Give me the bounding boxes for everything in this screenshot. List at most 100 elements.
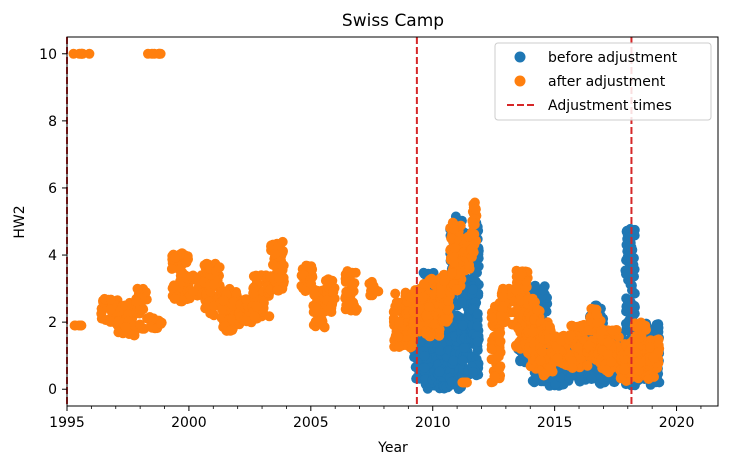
data-point	[393, 331, 404, 342]
data-point	[208, 279, 219, 290]
data-point	[451, 284, 462, 295]
data-point	[555, 372, 566, 383]
data-point	[472, 308, 483, 319]
data-point	[448, 355, 459, 366]
legend-box	[494, 42, 712, 121]
data-point	[156, 318, 166, 329]
data-point	[134, 319, 145, 330]
axes-frame	[66, 36, 719, 407]
data-point	[132, 283, 143, 294]
data-point	[601, 365, 612, 376]
y-tick-label: 8	[48, 114, 57, 130]
data-point	[225, 325, 236, 336]
data-point	[420, 374, 431, 385]
data-point	[634, 320, 645, 331]
data-point	[625, 231, 636, 242]
data-point	[495, 336, 506, 347]
data-point	[373, 286, 384, 297]
data-point	[459, 343, 470, 353]
data-point	[218, 295, 229, 306]
data-point	[258, 297, 269, 308]
data-point	[350, 267, 361, 278]
x-tick-label: 2005	[293, 415, 329, 431]
x-tick-label: 2000	[171, 415, 207, 431]
x-tick-label: 2015	[537, 415, 573, 431]
data-point	[490, 371, 501, 382]
data-point	[188, 286, 199, 297]
data-point	[459, 377, 470, 388]
data-point	[467, 243, 478, 254]
x-tick-label: 1995	[49, 415, 85, 431]
data-point	[653, 323, 664, 333]
y-tick-label: 2	[48, 315, 57, 331]
data-point	[418, 292, 429, 303]
data-point	[621, 318, 631, 329]
data-point	[449, 257, 460, 268]
data-point	[217, 304, 227, 315]
data-point	[410, 362, 421, 373]
data-point	[120, 322, 131, 333]
legend: before adjustment after adjustment Adjustm…	[494, 42, 712, 121]
data-point	[591, 309, 602, 320]
data-point	[495, 327, 506, 338]
data-point	[468, 367, 478, 378]
data-point	[272, 285, 283, 296]
data-point	[174, 264, 185, 275]
x-axis-label: Year	[377, 440, 408, 456]
data-point	[583, 340, 594, 351]
data-point	[582, 360, 593, 371]
data-point	[498, 291, 509, 302]
data-point	[626, 299, 637, 310]
data-point	[469, 229, 480, 240]
data-point	[340, 277, 351, 287]
data-point	[434, 366, 445, 377]
data-point	[310, 302, 321, 313]
data-point	[105, 304, 116, 315]
legend-label: Adjustment times	[548, 98, 672, 114]
data-point	[619, 364, 630, 375]
data-point	[443, 296, 454, 306]
data-point	[326, 303, 337, 314]
data-point	[251, 270, 262, 281]
data-point	[419, 350, 430, 361]
data-point	[131, 296, 142, 307]
data-point	[421, 310, 432, 321]
data-point	[545, 322, 555, 332]
data-point	[621, 269, 631, 280]
data-point	[166, 263, 177, 274]
data-point	[457, 320, 468, 331]
y-tick-label: 0	[48, 382, 57, 398]
x-tick-label: 2020	[659, 415, 695, 431]
data-point	[424, 331, 435, 342]
data-point	[494, 363, 505, 374]
data-point	[567, 321, 578, 332]
data-point	[633, 365, 644, 376]
x-tick-label: 2010	[415, 415, 451, 431]
data-point	[486, 344, 497, 355]
data-point	[535, 355, 546, 366]
data-point	[249, 311, 260, 322]
y-tick-label: 10	[39, 47, 57, 63]
data-point	[320, 275, 331, 286]
data-point	[435, 288, 446, 299]
data-point	[144, 313, 155, 324]
data-point	[390, 288, 401, 299]
data-points	[68, 48, 665, 395]
y-tick-label: 4	[48, 248, 57, 264]
data-point	[448, 218, 459, 229]
data-point	[241, 315, 252, 326]
data-point	[278, 260, 289, 271]
data-point	[424, 301, 435, 312]
data-point	[446, 233, 457, 244]
data-point	[457, 355, 468, 366]
data-point	[565, 330, 576, 341]
data-point	[419, 362, 430, 373]
data-point	[342, 288, 352, 298]
data-point	[451, 310, 462, 321]
y-tick-label: 6	[48, 181, 57, 197]
plot-area: 1995 2000 2005 2010 2015 2020 0 2 4 6 8 10 before ad…	[39, 36, 719, 431]
data-point	[406, 340, 417, 351]
data-point	[418, 279, 429, 289]
data-point	[511, 341, 522, 352]
